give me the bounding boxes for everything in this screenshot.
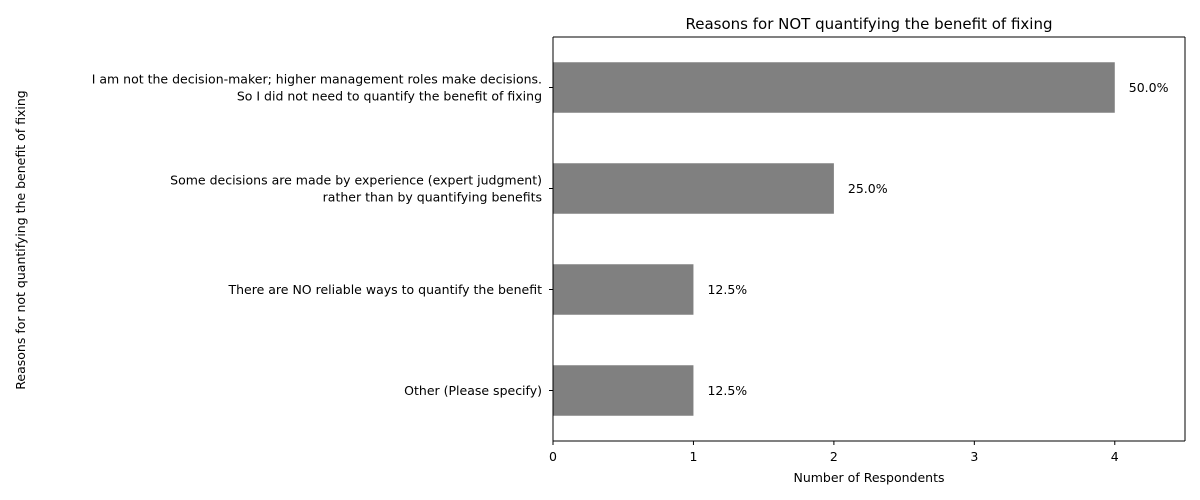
data-label: 50.0% — [1129, 80, 1169, 95]
y-tick-label: Some decisions are made by experience (e… — [170, 173, 542, 205]
data-label: 12.5% — [707, 383, 747, 398]
y-tick-label-line: Other (Please specify) — [404, 383, 542, 398]
y-tick-label-line: Some decisions are made by experience (e… — [170, 173, 542, 188]
x-tick-label: 3 — [970, 449, 978, 464]
y-tick-label: There are NO reliable ways to quantify t… — [227, 282, 542, 297]
chart-title: Reasons for NOT quantifying the benefit … — [686, 15, 1053, 33]
labels-layer: 50.0% I am not the decision-maker; higher… — [92, 72, 1169, 465]
y-axis-label: Reasons for not quantifying the benefit … — [13, 90, 28, 389]
bars-layer — [553, 62, 1115, 416]
y-tick-label: Other (Please specify) — [404, 383, 542, 398]
x-tick-label: 4 — [1111, 449, 1119, 464]
data-label: 12.5% — [707, 282, 747, 297]
x-axis-label: Number of Respondents — [793, 470, 944, 485]
y-tick-label: I am not the decision-maker; higher mana… — [92, 72, 542, 104]
bar — [553, 365, 694, 416]
bar — [553, 163, 834, 214]
x-tick-label: 0 — [549, 449, 557, 464]
y-tick-label-line: There are NO reliable ways to quantify t… — [227, 282, 542, 297]
bar — [553, 62, 1115, 113]
y-tick-label-line: So I did not need to quantify the benefi… — [237, 89, 542, 104]
data-label: 25.0% — [848, 181, 888, 196]
y-tick-label-line: rather than by quantifying benefits — [323, 190, 542, 205]
x-tick-label: 2 — [830, 449, 838, 464]
bar — [553, 264, 694, 315]
x-tick-label: 1 — [689, 449, 697, 464]
y-tick-label-line: I am not the decision-maker; higher mana… — [92, 72, 542, 87]
axes-layer — [549, 36, 1186, 445]
